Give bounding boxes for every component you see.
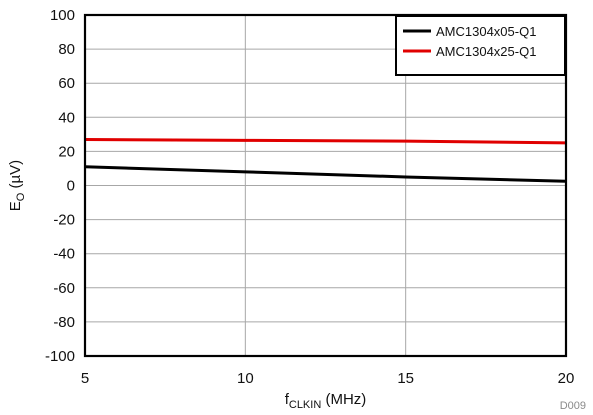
series-line-amc1304x25-q1 <box>84 137 567 145</box>
y-tick-label: 0 <box>67 178 75 195</box>
y-axis-title-main: E <box>7 201 24 211</box>
plot-frame <box>83 13 568 358</box>
x-tick-label: 20 <box>558 370 575 387</box>
y-axis-title-subscript: O <box>15 192 27 201</box>
y-tick-label: -80 <box>53 314 75 331</box>
legend: AMC1304x05-Q1 AMC1304x25-Q1 <box>395 15 566 76</box>
legend-label-amc1304x05-q1: AMC1304x05-Q1 <box>436 24 536 39</box>
x-axis-title: fCLKIN (MHz) <box>285 391 367 411</box>
y-tick-label: 100 <box>50 7 75 24</box>
legend-box <box>395 15 566 76</box>
legend-label-amc1304x25-q1: AMC1304x25-Q1 <box>436 44 536 59</box>
y-tick-label: -40 <box>53 246 75 263</box>
x-tick-label: 15 <box>397 370 414 387</box>
y-tick-label: 80 <box>58 41 75 58</box>
y-tick-label: -20 <box>53 212 75 229</box>
y-tick-label: -100 <box>45 348 75 365</box>
y-axis-title: EO (µV) <box>7 160 27 211</box>
series-line-amc1304x05-q1 <box>84 165 567 183</box>
y-tick-label: -60 <box>53 280 75 297</box>
y-tick-label: 20 <box>58 143 75 160</box>
x-axis-title-main: f <box>285 391 290 408</box>
x-axis-title-subscript: CLKIN <box>289 399 321 411</box>
tick-label-layer: 5 10 15 20 100 80 60 40 20 0 -20 -40 -60 -80 -100 <box>45 7 574 387</box>
grid-layer <box>85 15 566 356</box>
series-layer <box>84 137 567 183</box>
x-axis-title-suffix: (MHz) <box>321 391 366 408</box>
y-axis-title-suffix: (µV) <box>7 160 24 193</box>
y-tick-label: 60 <box>58 75 75 92</box>
x-tick-label: 5 <box>81 370 89 387</box>
y-tick-label: 40 <box>58 109 75 126</box>
x-tick-label: 10 <box>237 370 254 387</box>
figure-id-watermark: D009 <box>560 400 586 412</box>
